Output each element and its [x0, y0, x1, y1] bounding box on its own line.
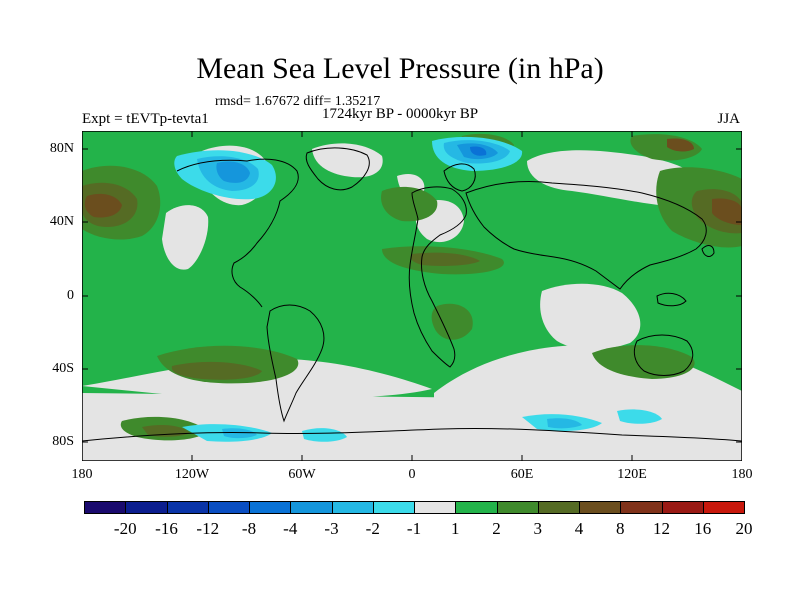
- lat-label-40s: 40S: [52, 361, 74, 376]
- lon-label-120e: 120E: [617, 467, 647, 482]
- legend-swatch: [372, 501, 415, 514]
- legend-swatch: [661, 501, 704, 514]
- legend-label: -2: [365, 519, 380, 538]
- legend-label: -12: [196, 519, 220, 538]
- legend-label: -3: [324, 519, 339, 538]
- coastlines: [82, 147, 742, 442]
- legend-label: 8: [616, 519, 625, 538]
- lon-label-60w: 60W: [288, 467, 316, 482]
- legend-swatch: [290, 501, 333, 514]
- experiment-label: Expt = tEVTp-tevta1: [82, 111, 209, 127]
- legend-swatch: [125, 501, 168, 514]
- legend-swatch: [496, 501, 539, 514]
- legend-label: 16: [694, 519, 712, 538]
- legend-label: 1: [451, 519, 460, 538]
- legend-swatch: [331, 501, 374, 514]
- stats-text: rmsd= 1.67672 diff= 1.35217: [215, 94, 381, 109]
- legend-swatch: [620, 501, 663, 514]
- lat-label-0: 0: [67, 288, 74, 303]
- legend-swatch: [166, 501, 209, 514]
- legend-swatch: [537, 501, 580, 514]
- tick-marks: [82, 131, 742, 461]
- season-label: JJA: [717, 111, 740, 127]
- legend-label: -1: [406, 519, 422, 538]
- legend-swatch: [84, 501, 127, 514]
- legend-swatch: [455, 501, 498, 514]
- legend-label: -20: [113, 519, 137, 538]
- legend-label: 2: [492, 519, 501, 538]
- legend-swatch: [579, 501, 622, 514]
- lon-label-0: 0: [408, 467, 416, 482]
- legend-label: 4: [574, 519, 584, 538]
- lat-label-80s: 80S: [52, 434, 74, 449]
- band-4-8: [84, 138, 742, 225]
- plot-title: Mean Sea Level Pressure (in hPa): [196, 52, 604, 85]
- lat-label-40n: 40N: [49, 214, 74, 229]
- legend-label: 3: [533, 519, 543, 538]
- legend-label: -16: [155, 519, 178, 538]
- legend-swatch: [702, 501, 745, 514]
- lon-label-60e: 60E: [510, 467, 534, 482]
- period-label: 1724kyr BP - 0000kyr BP: [322, 106, 479, 122]
- legend-swatch: [249, 501, 292, 514]
- contour-field: [82, 131, 742, 461]
- lon-label-180w: 180: [71, 467, 93, 482]
- legend-label: 20: [735, 519, 753, 538]
- lat-label-80n: 80N: [49, 141, 74, 156]
- legend-label: -4: [283, 519, 298, 538]
- negative-anomalies: [174, 136, 662, 442]
- lon-label-180e: 180: [731, 467, 753, 482]
- legend-label: -8: [241, 519, 257, 538]
- legend-label: 12: [653, 519, 670, 538]
- legend-swatch: [207, 501, 250, 514]
- legend-swatch: [414, 501, 457, 514]
- map-plot: [82, 131, 742, 461]
- lon-label-120w: 120W: [174, 467, 210, 482]
